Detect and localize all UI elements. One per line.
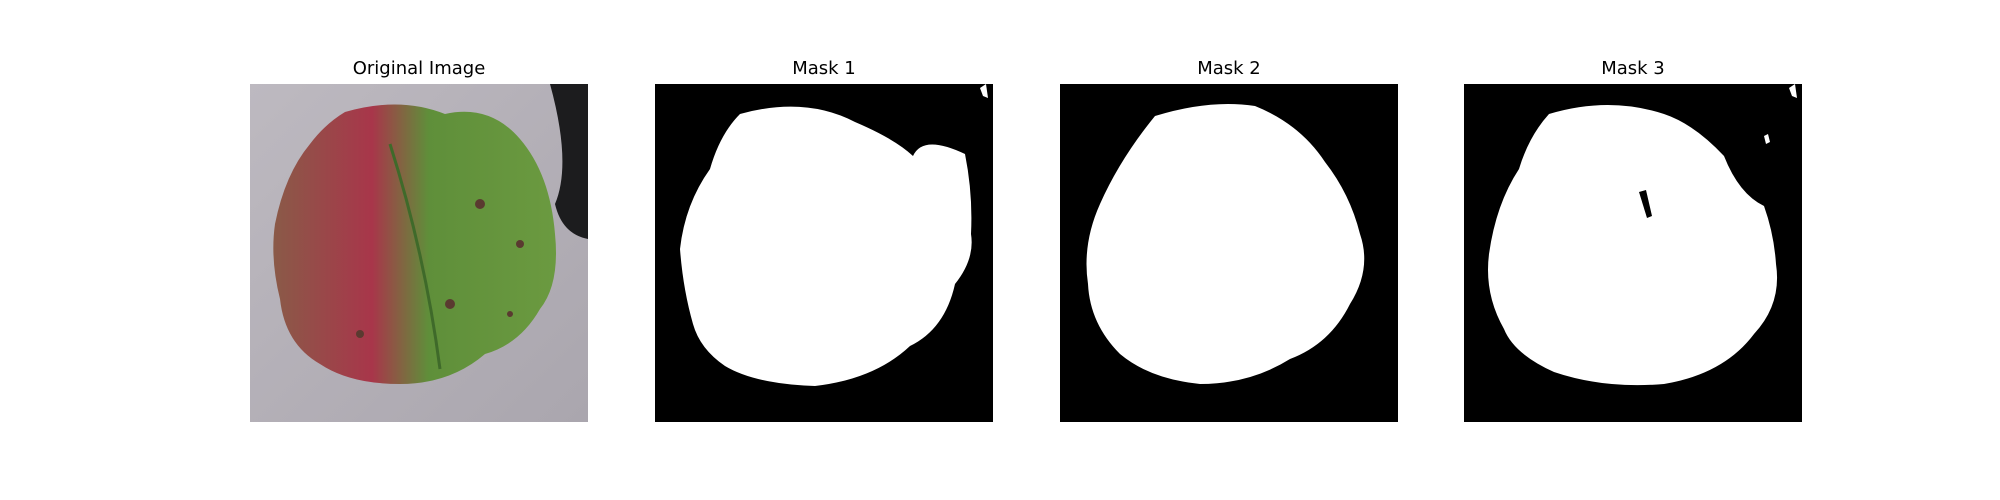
panel-title: Mask 2 [1060,57,1398,81]
panel-mask-3: Mask 3 [1464,0,1802,500]
leaf-spot [507,311,513,317]
mask-1-image [655,84,993,422]
panel-mask-1: Mask 1 [655,0,993,500]
mask-3-image [1464,84,1802,422]
mask-3 [1464,84,1802,422]
mask-1 [655,84,993,422]
original-image [250,84,588,422]
leaf-spot [475,199,485,209]
panel-title: Mask 1 [655,57,993,81]
leaf-spot [516,240,524,248]
leaf-photo [250,84,588,422]
panel-title: Original Image [250,57,588,81]
panel-title: Mask 3 [1464,57,1802,81]
panel-mask-2: Mask 2 [1060,0,1398,500]
mask-2 [1060,84,1398,422]
mask-2-image [1060,84,1398,422]
panel-original-image: Original Image [250,0,588,500]
leaf-spot [445,299,455,309]
leaf-spot [356,330,364,338]
